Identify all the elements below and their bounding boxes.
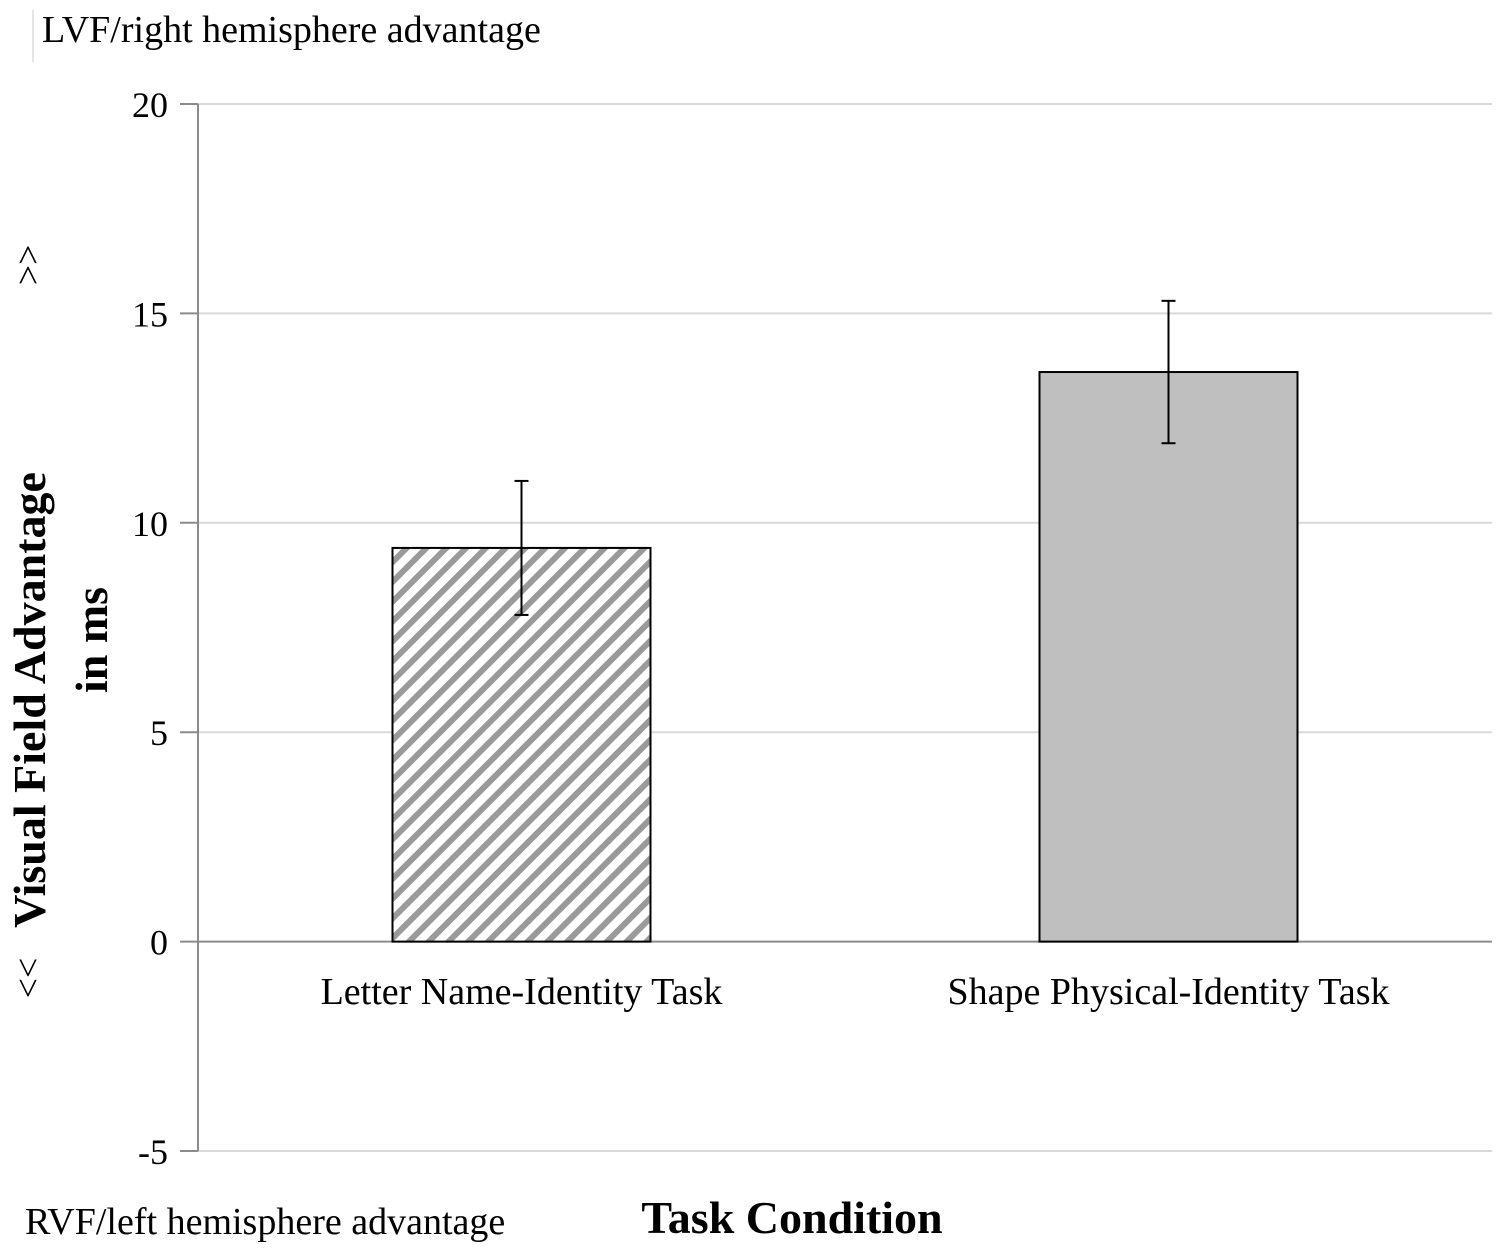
y-tick-label: -5 [138, 1132, 168, 1172]
y-tick-label: 0 [150, 923, 168, 963]
bars [391, 371, 1299, 943]
y-axis-arrow-down: << [8, 958, 48, 999]
y-axis-arrow-up: >> [8, 245, 48, 286]
y-tick-label: 5 [150, 713, 168, 753]
y-tick-label: 10 [132, 504, 168, 544]
y-axis-title: Visual Field Advantage in ms [4, 472, 117, 928]
y-axis-title-line1: Visual Field Advantage [4, 472, 55, 928]
bottom-annotation: RVF/left hemisphere advantage [25, 1201, 505, 1243]
y-tick-label: 20 [132, 85, 168, 125]
error-bars [514, 299, 1176, 616]
top-annotation: LVF/right hemisphere advantage [42, 9, 541, 51]
bar [1038, 371, 1299, 943]
x-category-label: Shape Physical-Identity Task [947, 971, 1389, 1013]
y-tick-labels: -5 0 5 10 15 20 [132, 85, 168, 1172]
y-axis-title-line2: in ms [66, 587, 117, 693]
y-tick-label: 15 [132, 294, 168, 334]
x-category-label: Letter Name-Identity Task [321, 971, 723, 1013]
x-axis-title: Task Condition [641, 1192, 942, 1243]
x-category-labels: Letter Name-Identity Task Shape Physical-… [321, 971, 1390, 1013]
